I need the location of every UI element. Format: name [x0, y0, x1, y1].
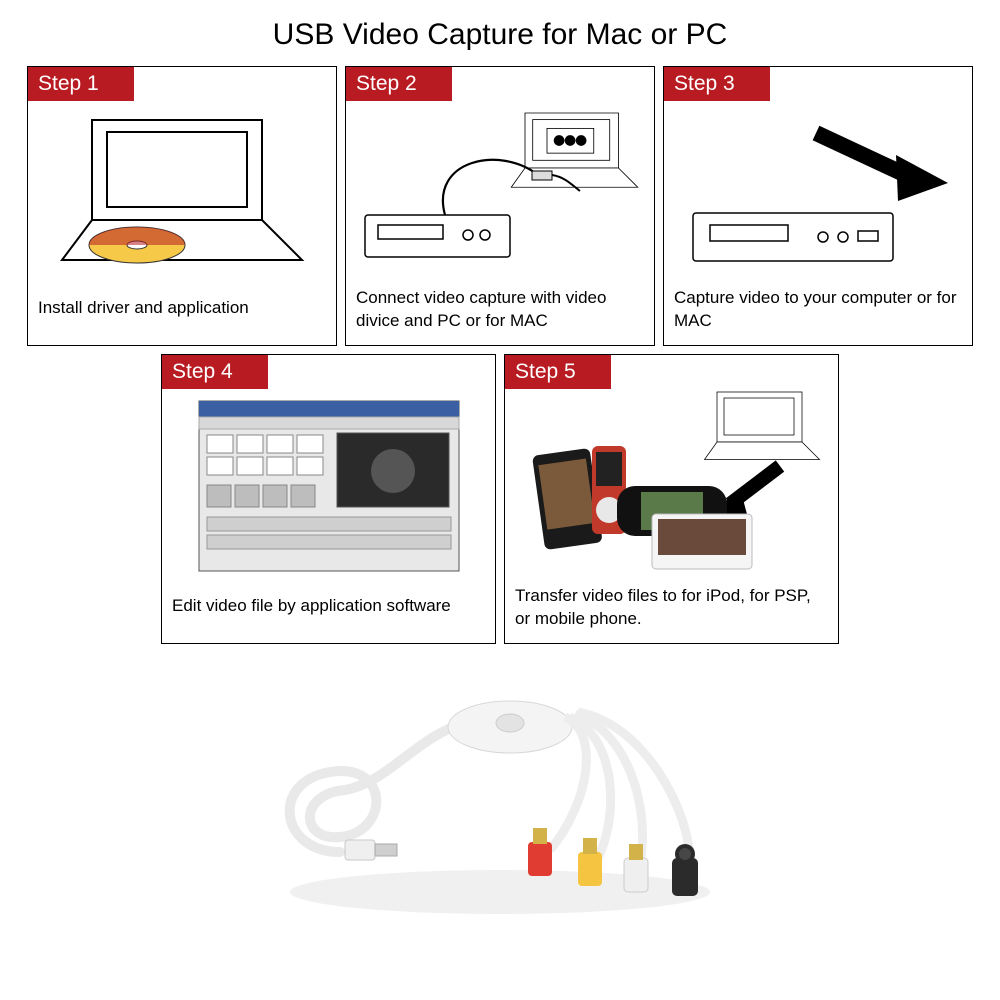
usb-capture-cable-icon	[220, 662, 780, 922]
step-card-3: Step 3	[663, 66, 973, 346]
step-3-illustration	[664, 101, 972, 279]
step-2-illustration	[346, 101, 654, 279]
step-5-illustration	[505, 389, 838, 577]
page-title: USB Video Capture for Mac or PC	[0, 0, 1000, 66]
product-image	[0, 662, 1000, 922]
step-header-3: Step 3	[664, 67, 770, 101]
step-1-illustration	[28, 101, 336, 289]
step-4-caption: Edit video file by application software	[162, 587, 495, 643]
step-header-4: Step 4	[162, 355, 268, 389]
step-header-5: Step 5	[505, 355, 611, 389]
step-4-illustration	[162, 389, 495, 587]
step-header-1: Step 1	[28, 67, 134, 101]
steps-row-2: Step 4	[0, 354, 1000, 644]
step-card-4: Step 4	[161, 354, 496, 644]
step-1-caption: Install driver and application	[28, 289, 336, 345]
step-card-1: Step 1 Install driver and application	[27, 66, 337, 346]
step-3-caption: Capture video to your computer or for MA…	[664, 279, 972, 345]
steps-row-1: Step 1 Install driver and application	[0, 66, 1000, 346]
step-card-5: Step 5	[504, 354, 839, 644]
step-2-caption: Connect video capture with video divice …	[346, 279, 654, 345]
step-header-2: Step 2	[346, 67, 452, 101]
step-card-2: Step 2	[345, 66, 655, 346]
step-5-caption: Transfer video files to for iPod, for PS…	[505, 577, 838, 643]
